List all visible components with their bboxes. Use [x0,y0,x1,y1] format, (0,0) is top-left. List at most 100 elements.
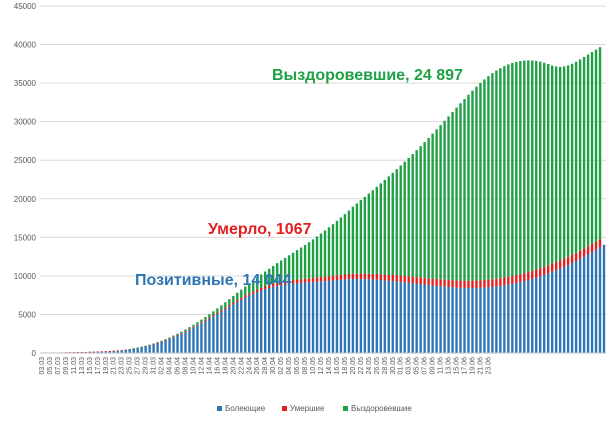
bar-segment [323,276,327,281]
x-tick-label: 12.05 [318,357,325,375]
bar-segment [550,271,554,353]
x-tick-label: 22.04 [238,357,245,375]
bar-segment [431,285,434,353]
bar-segment [598,239,602,248]
bar-segment [279,260,283,283]
bar-segment [535,60,538,270]
annotation-recovered: Выздоровевшие, 24 897 [272,67,463,84]
bar-segment [232,304,235,353]
bar-segment [391,274,394,282]
bar-segment [471,288,474,353]
bar-segment [295,250,299,280]
x-tick-label: 08.05 [302,357,309,375]
y-tick-label: 45000 [14,2,37,11]
bar-segment [160,340,163,342]
bar-segment [323,280,327,353]
bar-segment [507,284,510,353]
x-tick-label: 28.04 [262,357,269,375]
bar-segment [228,306,231,353]
bar-segment [283,284,287,353]
bar-segment [447,279,450,287]
bar-segment [475,86,478,281]
bar-segment [419,284,422,353]
bar-segment [327,280,331,353]
bar-segment [204,316,207,320]
bar-segment [471,280,474,289]
bar-segment [248,293,251,296]
bar-segment [319,281,323,353]
bar-segment [120,350,123,353]
x-tick-label: 12.04 [198,357,205,375]
bar-segment [315,281,319,353]
bar-segment [287,255,291,281]
bar-segment [403,282,406,353]
x-tick-label: 01.06 [398,357,405,375]
bar-segment [244,286,247,296]
bar-segment [148,345,151,353]
bar-segment [383,280,386,353]
bar-segment [443,279,446,287]
bar-segment [419,146,422,278]
bar-segment [590,52,594,244]
bar-segment [499,68,502,279]
bar-segment [96,351,99,353]
bar-segment [570,63,574,255]
bar-segment [403,161,406,276]
bar-segment [387,280,390,353]
bar-segment [371,190,375,274]
x-tick-label: 03.03 [39,357,46,375]
bar-segment [240,297,243,300]
bar-segment [172,337,175,353]
bar-segment [435,129,438,280]
x-tick-label: 06.05 [294,357,301,375]
bar-segment [315,236,319,278]
bar-segment [407,157,410,277]
bar-segment [311,239,315,278]
bar-segment [92,351,96,353]
bar-segment [156,342,159,353]
bar-segment [236,292,239,301]
bar-segment [531,278,534,353]
bar-segment [487,76,490,280]
bar-segment [578,250,582,259]
bar-segment [586,54,590,247]
bar-segment [359,200,363,274]
bar-segment [543,274,546,353]
bar-segment [248,283,251,294]
bar-segment [264,289,267,353]
bar-segment [578,59,582,251]
bar-segment [303,244,307,279]
bar-segment [216,312,219,314]
bar-segment [260,287,263,291]
bar-segment [487,287,490,353]
x-tick-label: 21.06 [477,357,484,375]
bar-segment [331,224,335,276]
bar-segment [395,275,398,282]
bar-segment [267,268,271,286]
bar-segment [339,217,343,275]
bar-segment [351,278,355,353]
bar-segment [375,273,379,280]
bar-segment [387,274,390,281]
bar-segment [299,282,303,353]
bar-segment [116,350,119,352]
bar-segment [112,350,115,352]
bar-segment [136,347,139,349]
y-tick-label: 25000 [14,156,37,165]
bar-segment [455,287,458,353]
bar-segment [104,351,107,353]
bar-segment [495,278,498,287]
bar-segment [315,277,319,282]
x-tick-label: 29.03 [143,357,150,375]
bar-segment [391,281,394,353]
x-tick-label: 10.05 [310,357,317,375]
bar-segment [515,275,518,283]
bar-segment [487,279,490,288]
bar-segment [503,66,506,278]
bar-segment [554,66,558,263]
bar-segment [152,343,155,345]
bar-segment [128,348,131,350]
bar-segment [339,274,343,280]
bar-segment [168,337,171,339]
bar-segment [176,335,179,353]
